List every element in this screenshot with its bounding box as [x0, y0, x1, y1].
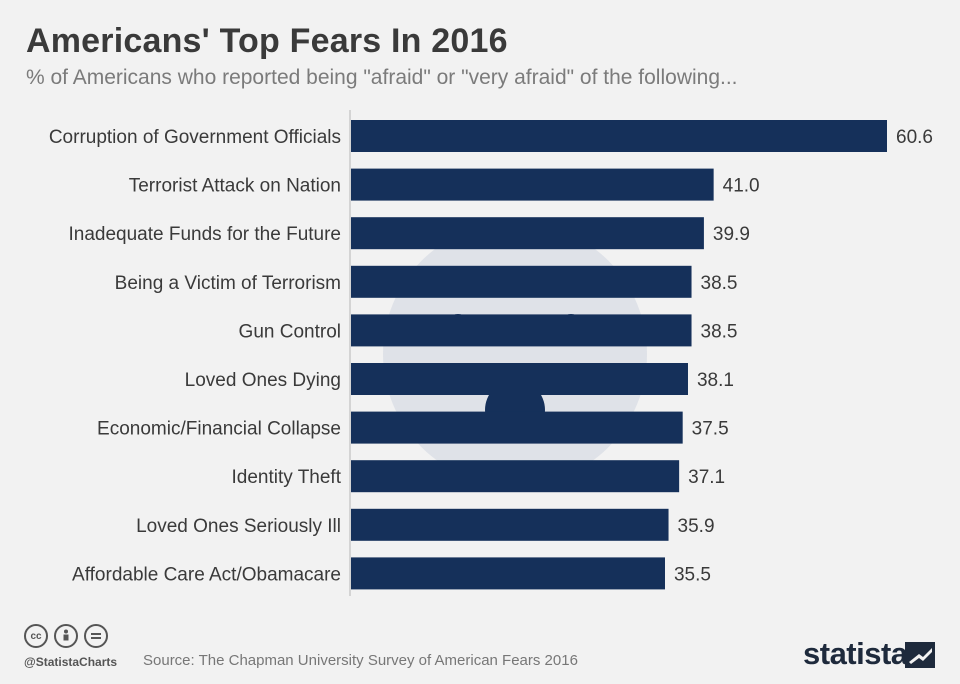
category-label: Economic/Financial Collapse: [97, 419, 341, 440]
cc-icon[interactable]: cc: [24, 624, 48, 648]
value-label: 38.5: [701, 321, 738, 342]
bar[interactable]: [351, 168, 714, 201]
value-label: 41.0: [723, 176, 760, 197]
value-label: 38.1: [697, 370, 734, 391]
value-label: 39.9: [713, 224, 750, 245]
category-label: Corruption of Government Officials: [49, 127, 341, 148]
statista-logo-text[interactable]: statista: [803, 636, 908, 671]
category-label: Affordable Care Act/Obamacare: [72, 564, 341, 585]
bar[interactable]: [351, 460, 680, 493]
category-label: Loved Ones Dying: [185, 370, 341, 391]
category-label: Inadequate Funds for the Future: [68, 224, 341, 245]
bar[interactable]: [351, 508, 669, 541]
chart-subtitle: % of Americans who reported being "afrai…: [26, 66, 738, 89]
no-derivatives-icon[interactable]: [84, 624, 108, 648]
bar[interactable]: [351, 314, 692, 347]
category-label: Being a Victim of Terrorism: [115, 273, 341, 294]
license-icons: cc: [24, 624, 108, 648]
category-label: Identity Theft: [232, 467, 342, 488]
bars-group: Corruption of Government Officials 60.6 Te…: [49, 120, 933, 590]
category-label: Gun Control: [239, 321, 341, 342]
value-label: 35.5: [674, 564, 711, 585]
bar[interactable]: [351, 217, 704, 250]
value-label: 38.5: [701, 273, 738, 294]
bar[interactable]: [351, 557, 665, 590]
scared-face-illustration: [383, 222, 647, 486]
statista-handle[interactable]: @StatistaCharts: [24, 655, 118, 669]
bar[interactable]: [351, 265, 692, 298]
value-label: 37.1: [688, 467, 725, 488]
attribution-icon[interactable]: [54, 624, 78, 648]
source-note: Source: The Chapman University Survey of…: [143, 652, 578, 669]
bar[interactable]: [351, 363, 688, 395]
category-label: Terrorist Attack on Nation: [129, 176, 341, 197]
value-label: 60.6: [896, 127, 933, 148]
chart-title: Americans' Top Fears In 2016: [26, 22, 508, 60]
value-label: 37.5: [692, 419, 729, 440]
category-label: Loved Ones Seriously Ill: [136, 516, 341, 537]
bar[interactable]: [351, 411, 683, 444]
value-label: 35.9: [678, 516, 715, 537]
statista-logo-icon: [905, 642, 935, 668]
bar[interactable]: [351, 120, 887, 152]
